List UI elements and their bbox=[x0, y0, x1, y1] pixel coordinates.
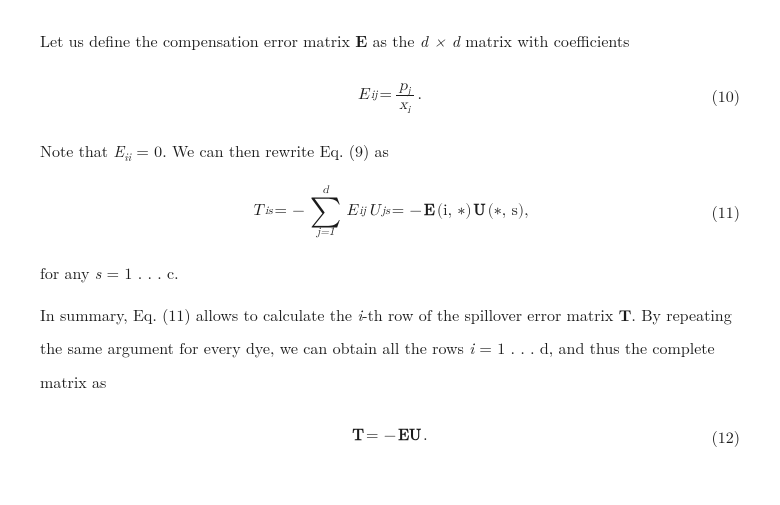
eq11-eq1: = − bbox=[275, 195, 305, 229]
text: -th row of the spillover error matrix bbox=[362, 303, 618, 326]
summation-icon: d ∑ j=1 bbox=[310, 185, 342, 238]
eq10-dot: . bbox=[418, 79, 422, 113]
sum-lower: j=1 bbox=[310, 227, 342, 238]
dot: . bbox=[174, 261, 178, 284]
matrix-T: T bbox=[619, 303, 632, 326]
equation-10-body: Eij = pj xi . bbox=[358, 78, 422, 113]
sum-upper: d bbox=[310, 185, 342, 196]
equation-11-body: Tis = − d ∑ j=1 EijUjs = −E(i, ∗) U(∗, s… bbox=[251, 185, 528, 238]
eq11-Ujs: U bbox=[368, 195, 380, 229]
text: Note that bbox=[40, 139, 113, 162]
sigma-symbol: ∑ bbox=[310, 198, 342, 225]
equation-10: Eij = pj xi . (10) bbox=[40, 76, 740, 116]
Eii-E: E bbox=[113, 139, 124, 162]
paragraph-note: Note that Eii = 0. We can then rewrite E… bbox=[40, 134, 740, 168]
equation-12: T = −EU. (12) bbox=[40, 417, 740, 457]
eq10-equals: = bbox=[379, 79, 391, 113]
eq10-num-j: j bbox=[407, 87, 410, 97]
paragraph-forany: for any s = 1 . . . c. bbox=[40, 256, 740, 290]
equation-10-number: (10) bbox=[712, 79, 740, 113]
equation-11-number: (11) bbox=[712, 195, 740, 229]
eq12-dot: . bbox=[423, 420, 427, 454]
equation-12-body: T = −EU. bbox=[352, 420, 427, 454]
eq11-Eidx: (i, ∗) bbox=[437, 195, 472, 229]
text: In summary, Eq. (11) allows to calculate… bbox=[40, 303, 357, 326]
eq12-mid: = − bbox=[366, 420, 396, 454]
equation-12-number: (12) bbox=[712, 420, 740, 454]
dxd: d × d bbox=[420, 29, 460, 52]
matrix-E: E bbox=[355, 29, 367, 52]
Eii-eq0: = 0 bbox=[131, 139, 162, 162]
text: matrix with coefficients bbox=[460, 29, 629, 52]
equation-11: Tis = − d ∑ j=1 EijUjs = −E(i, ∗) U(∗, s… bbox=[40, 185, 740, 238]
text: as the bbox=[367, 29, 420, 52]
eq10-den-i: i bbox=[407, 106, 410, 116]
range-id: = 1 . . . d bbox=[474, 336, 549, 359]
eq11-Ubold: U bbox=[474, 195, 486, 229]
paragraph-summary: In summary, Eq. (11) allows to calculate… bbox=[40, 298, 740, 399]
eq10-fraction: pj xi bbox=[396, 78, 414, 113]
text: Let us define the compensation error mat… bbox=[40, 29, 355, 52]
text: . We can then rewrite Eq. (9) as bbox=[162, 139, 389, 162]
eq12-T: T bbox=[352, 420, 364, 454]
eq11-Ebold: E bbox=[424, 195, 435, 229]
eq11-T: T bbox=[251, 195, 263, 229]
eq11-Uidx: (∗, s), bbox=[488, 195, 529, 229]
eq11-Eij: E bbox=[346, 195, 357, 229]
text: for any bbox=[40, 261, 95, 284]
paragraph-intro: Let us define the compensation error mat… bbox=[40, 24, 740, 58]
eq10-lhs-E: E bbox=[358, 79, 369, 113]
eq11-eq2: = − bbox=[392, 195, 422, 229]
eq12-EU: EU bbox=[398, 420, 421, 454]
range-sc: = 1 . . . c bbox=[101, 261, 174, 284]
